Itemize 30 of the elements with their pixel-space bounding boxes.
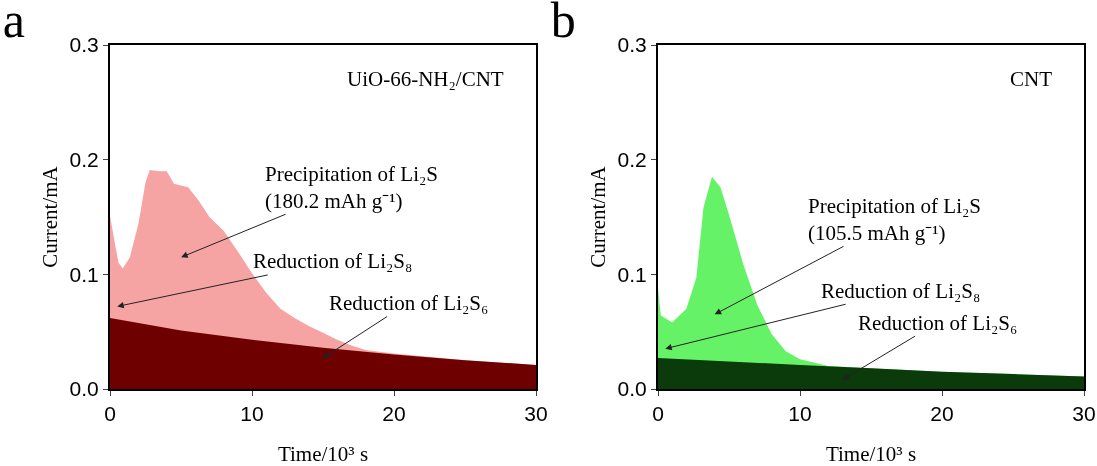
annotation: Reduction of Li₂S₈ (821, 279, 981, 303)
annotation: CNT (1010, 67, 1053, 91)
annotation: Reduction of Li₂S₆ (329, 291, 489, 315)
x-tick-label: 30 (524, 402, 548, 426)
y-tick-label: 0.3 (617, 33, 647, 57)
x-tick-label: 10 (788, 402, 812, 426)
y-tick-label: 0.3 (69, 33, 99, 57)
y-tick-label: 0.2 (617, 148, 647, 172)
x-tick-label: 30 (1072, 402, 1096, 426)
x-axis-title: Time/10³ s (825, 442, 917, 466)
y-tick-label: 0.2 (69, 148, 99, 172)
x-tick-label: 20 (382, 402, 406, 426)
annotation: Reduction of Li₂S₈ (253, 249, 413, 273)
chart-title: b (550, 0, 576, 49)
y-axis-title: Current/mA (38, 165, 62, 268)
x-tick-label: 0 (652, 402, 664, 426)
x-tick-label: 20 (930, 402, 954, 426)
y-tick-label: 0.1 (69, 262, 99, 286)
x-axis-title: Time/10³ s (277, 442, 369, 466)
y-tick-label: 0.0 (617, 377, 647, 401)
annotation: Reduction of Li₂S₆ (858, 311, 1018, 335)
x-tick-label: 0 (104, 402, 116, 426)
annotation: UiO-66-NH₂/CNT (347, 67, 504, 91)
y-tick-label: 0.0 (69, 377, 99, 401)
x-tick-label: 10 (240, 402, 264, 426)
y-tick-label: 0.1 (617, 262, 647, 286)
chart-title: a (2, 0, 25, 49)
annotation: Precipitation of Li₂S (105.5 mAh g⁻¹) (808, 194, 981, 246)
y-axis-title: Current/mA (586, 165, 610, 268)
annotation: Precipitation of Li₂S (180.2 mAh g⁻¹) (265, 162, 438, 214)
